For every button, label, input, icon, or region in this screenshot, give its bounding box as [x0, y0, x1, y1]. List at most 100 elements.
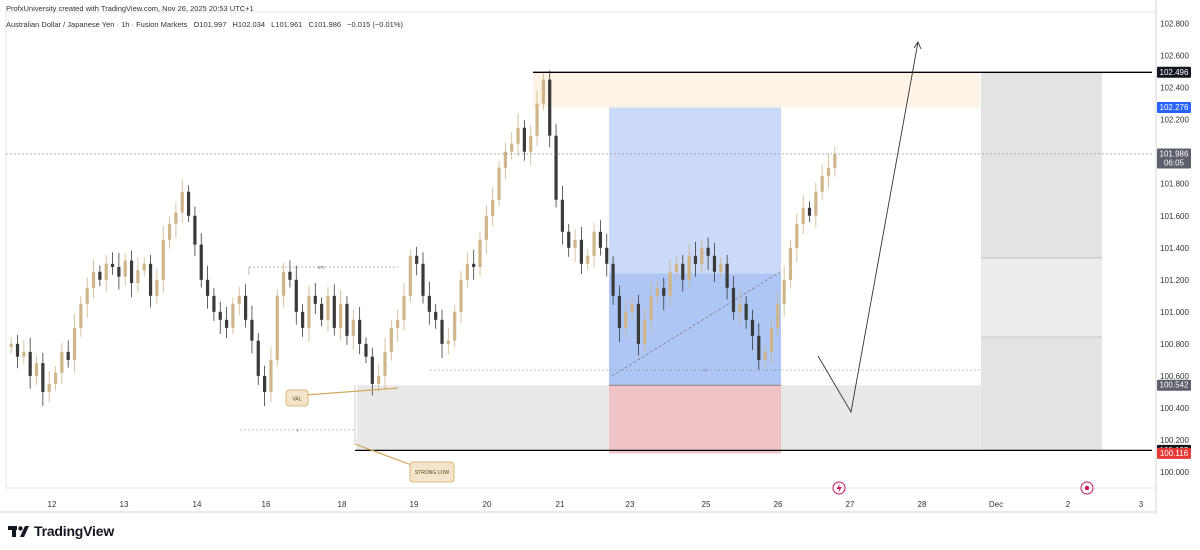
candle [307, 285, 311, 342]
candle [421, 252, 425, 304]
candle-body [497, 167, 501, 200]
strong-low-label-box [409, 461, 455, 483]
candle [72, 313, 77, 373]
candle [636, 294, 641, 356]
candle-body [719, 263, 723, 272]
ifc-label: IFC [318, 265, 326, 270]
candle-body [91, 271, 96, 288]
candle-body [66, 351, 70, 360]
stop-zone [609, 385, 781, 454]
candle [415, 246, 419, 276]
y-tick-label-12: 102.400 [1160, 84, 1189, 93]
y-tick-label-4: 100.800 [1160, 340, 1189, 349]
candle-body [567, 231, 571, 248]
candle [434, 304, 438, 329]
val-label-box [285, 389, 309, 407]
candle-body [408, 255, 412, 296]
candle-body [110, 263, 115, 268]
candle [129, 250, 134, 298]
price-tag-2: 101.986 [1160, 149, 1189, 158]
candle-body [541, 79, 545, 104]
candle [788, 240, 793, 289]
candle [795, 213, 799, 262]
candle [180, 178, 184, 223]
symbol-info: Australian Dollar / Japanese Yen · 1h · … [6, 20, 407, 29]
candle [28, 337, 32, 389]
candle [649, 281, 653, 333]
candle [34, 355, 39, 385]
candle [243, 284, 248, 328]
candle-body [15, 343, 20, 357]
y-tick-label-9: 101.800 [1160, 180, 1189, 189]
candle-body [104, 263, 108, 280]
candle-body [60, 351, 64, 373]
candle [161, 225, 165, 293]
candle [655, 280, 660, 305]
x-tick-label-15: 3 [1139, 500, 1144, 509]
ohlc-high: H102.034 [232, 20, 266, 29]
candle-body [186, 191, 191, 216]
candle-body [516, 127, 520, 144]
x-tick-label-7: 21 [556, 500, 565, 509]
candle-body [617, 295, 622, 328]
axis-layer: 100.000 100.200 100.400 100.600 100.800 101.0… [48, 20, 1191, 509]
candle-body [167, 223, 172, 240]
zones-layer [357, 72, 1102, 454]
candle [700, 240, 704, 273]
x-tick-label-6: 20 [483, 500, 492, 509]
arrow-head [913, 41, 922, 50]
candle-body [459, 279, 463, 312]
target-zone [609, 107, 781, 274]
candle-body [28, 351, 32, 376]
y-tick-label-1: 100.200 [1160, 436, 1189, 445]
candle-body [554, 135, 558, 200]
candle-body [446, 340, 450, 344]
candle [478, 232, 482, 276]
candle [231, 297, 235, 335]
candle-body [231, 303, 235, 328]
candle-body [700, 247, 704, 264]
candle-body [491, 199, 495, 216]
candle-body [250, 319, 254, 341]
candle-body [389, 327, 393, 352]
candle [674, 257, 679, 279]
candle-body [345, 303, 349, 336]
candle [630, 297, 634, 319]
candle-body [833, 153, 837, 168]
candle-body [592, 231, 596, 256]
strong-low-label: STRONG LOW [415, 470, 449, 476]
candle-body [301, 311, 305, 328]
candle [148, 254, 153, 308]
candle [465, 252, 469, 288]
candle [110, 252, 115, 275]
candle-body [693, 255, 698, 264]
candle-body [205, 279, 210, 296]
candle [826, 153, 831, 189]
candle-body [668, 271, 672, 296]
candle-body [174, 212, 178, 224]
candle [820, 164, 824, 200]
candle [66, 340, 70, 368]
candle [408, 249, 412, 303]
candle-body [598, 231, 603, 248]
tradingview-logo[interactable]: TradingView [8, 523, 114, 539]
candle [339, 289, 343, 341]
price-tag-bg-0 [1157, 66, 1191, 78]
y-tick-label-11: 102.200 [1160, 116, 1189, 125]
x-tick-label-11: 27 [846, 500, 855, 509]
candle [332, 284, 336, 336]
candle [776, 292, 780, 336]
candle-body [782, 279, 786, 304]
candle [560, 185, 564, 245]
y-tick-label-2: 100.400 [1160, 404, 1189, 413]
candle-body [155, 279, 159, 296]
candle [586, 249, 590, 271]
candle [681, 254, 685, 292]
candle-body [53, 372, 58, 384]
ohlc-close: C101.986 [308, 20, 342, 29]
candle [389, 320, 393, 361]
candle-body [237, 295, 241, 304]
candle [377, 364, 381, 392]
candle [9, 337, 13, 354]
